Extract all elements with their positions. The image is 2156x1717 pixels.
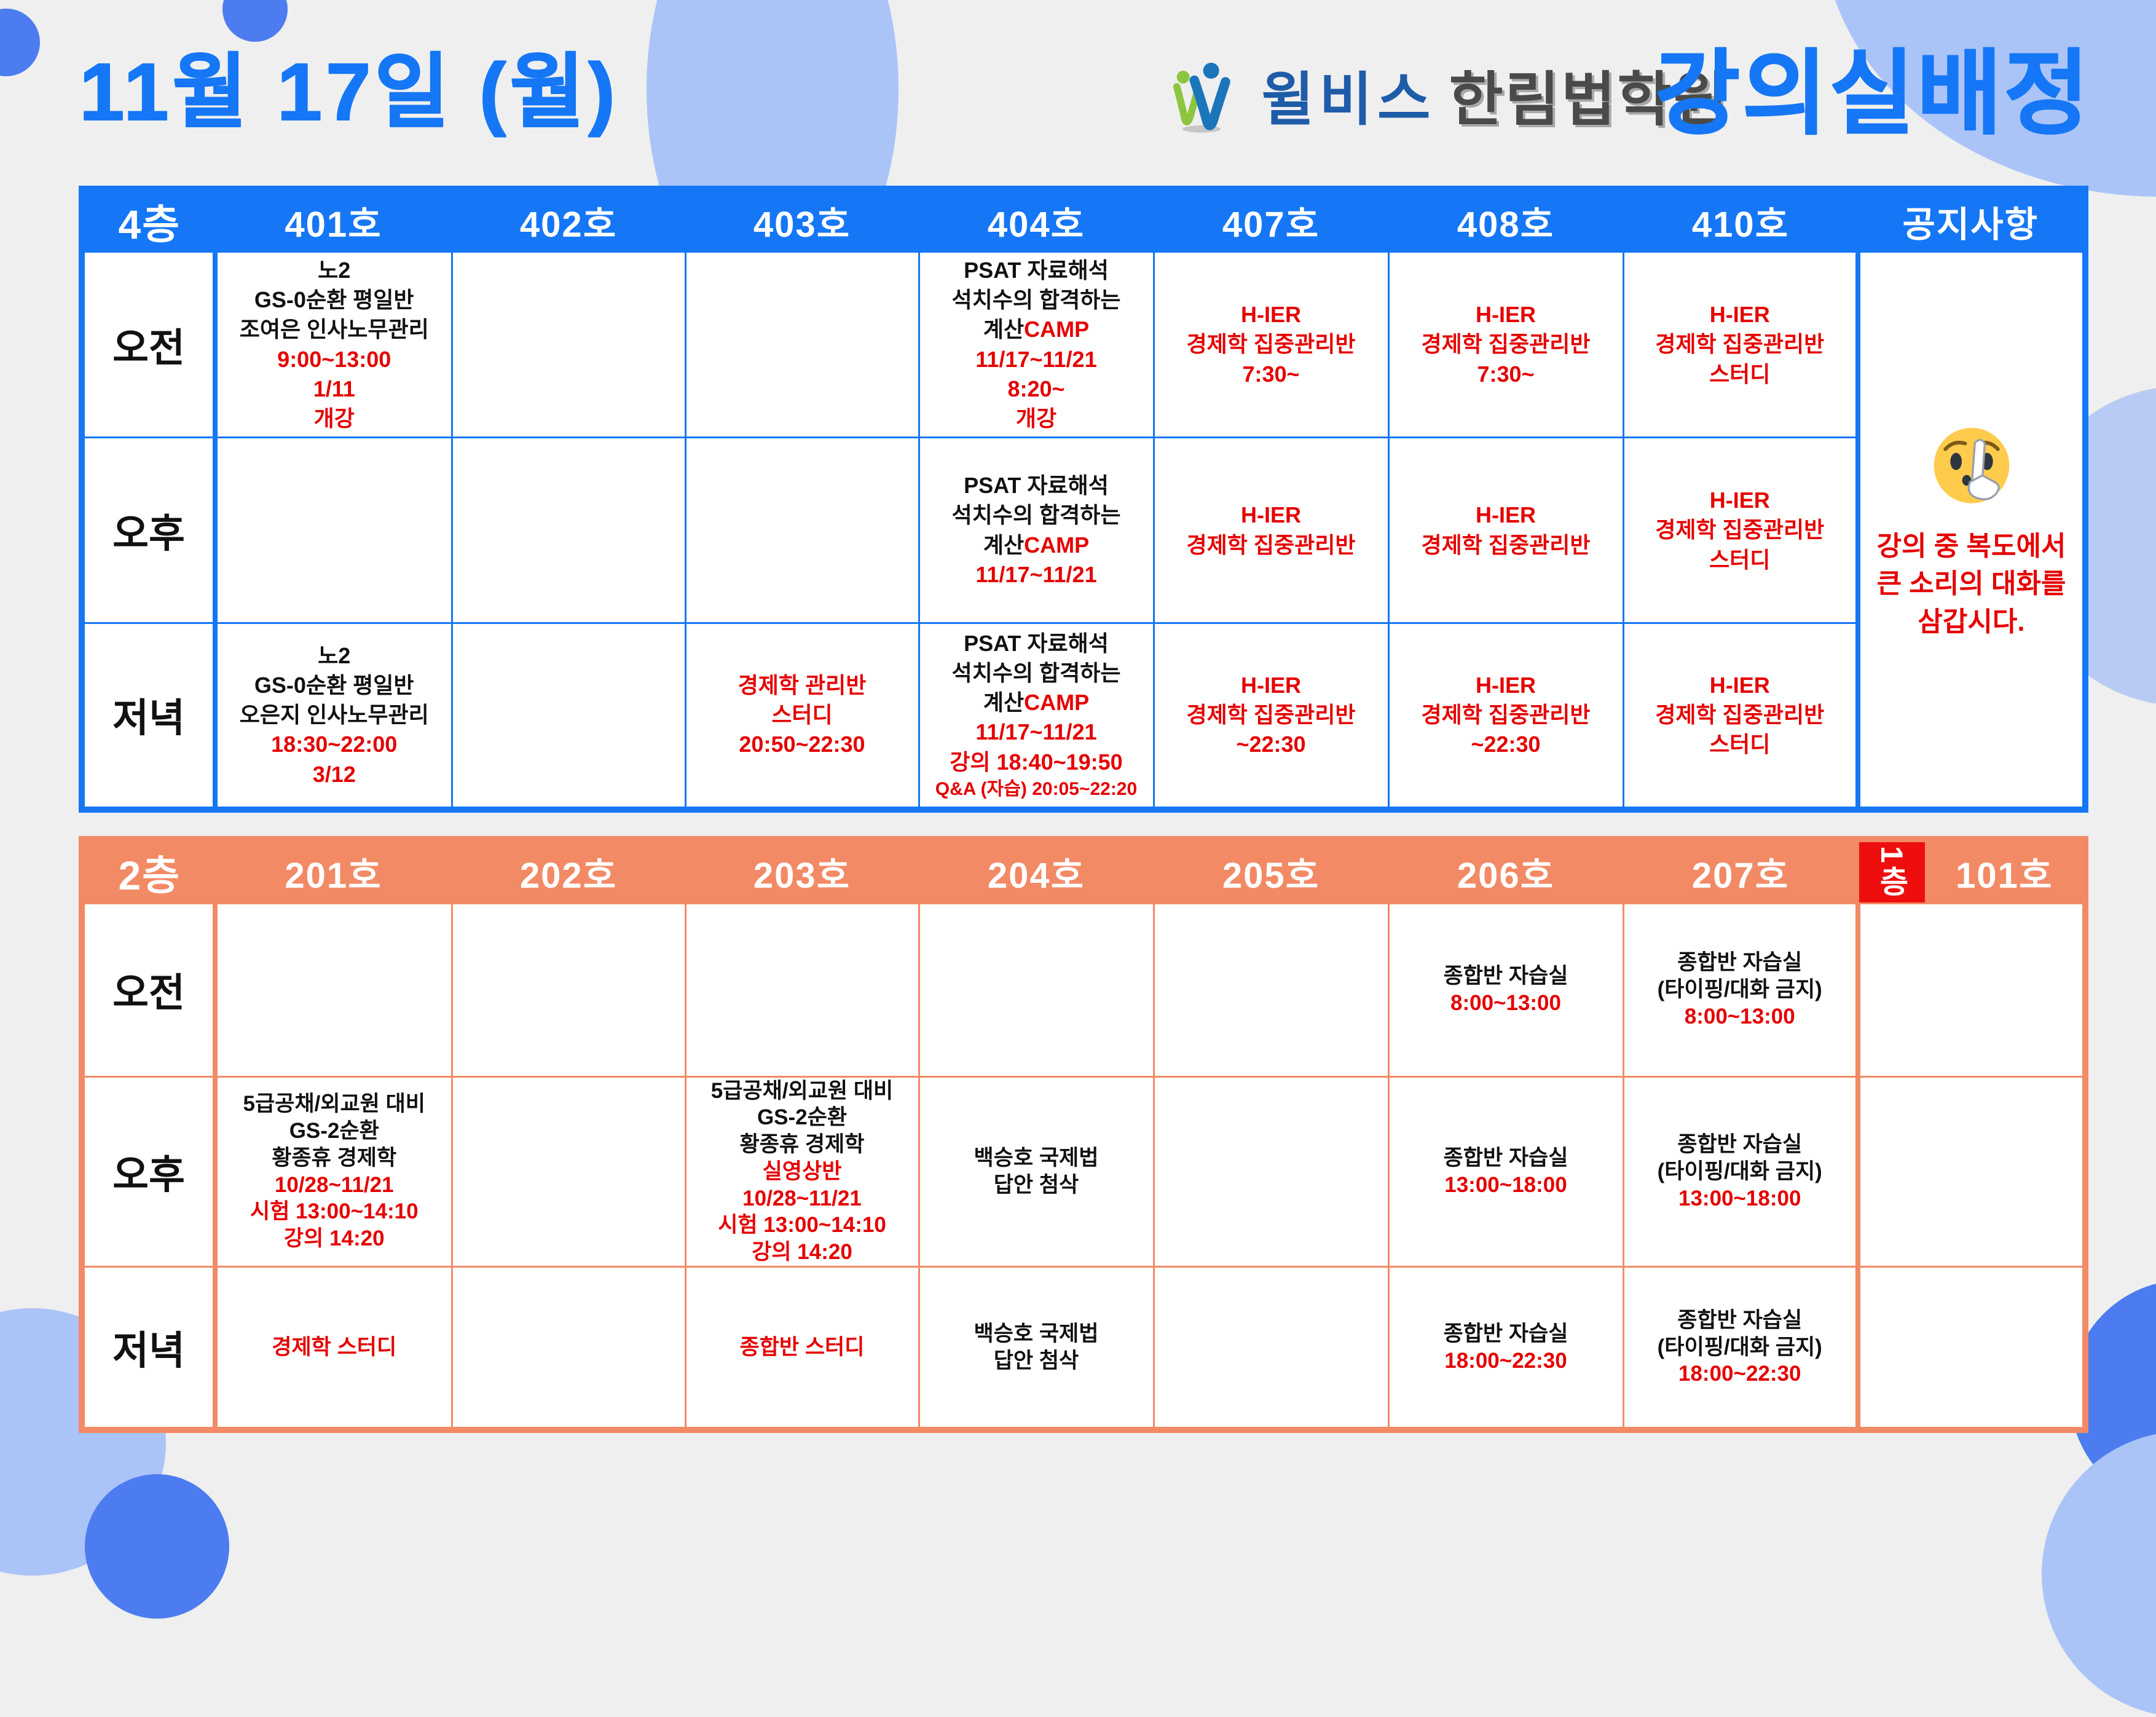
room-header-203: 203호: [684, 838, 920, 904]
room-header-410: 410호: [1622, 187, 1859, 253]
cell-204-pm: 백승호 국제법 답안 첨삭: [918, 1075, 1155, 1268]
academy-logo-icon: [1155, 55, 1248, 135]
cell-410-eve: H-IER 경제학 집중관리반 스터디: [1622, 622, 1859, 810]
room-header-206: 206호: [1387, 838, 1624, 904]
cell-410-am: H-IER 경제학 집중관리반 스터디: [1622, 251, 1859, 438]
room-header-402: 402호: [450, 187, 687, 253]
cell-206-eve: 종합반 자습실 18:00~22:30: [1387, 1265, 1624, 1431]
floor1-badge: 1층: [1857, 838, 1927, 904]
cell-101-eve: [1855, 1265, 2087, 1431]
cell-402-eve: [450, 622, 687, 810]
time-label-2f-eve: 저녁: [81, 1265, 218, 1431]
page-title: 강의실배정: [1654, 41, 2091, 144]
room-header-101: 101호: [1924, 838, 2087, 904]
cell-205-pm: [1152, 1075, 1390, 1268]
cell-205-am: [1152, 902, 1390, 1078]
notice-line: 삼갑시다.: [1918, 607, 2025, 637]
cell-101-pm: [1855, 1075, 2087, 1268]
notice-line: 강의 중 복도에서: [1876, 531, 2066, 561]
room-header-408: 408호: [1387, 187, 1624, 253]
cell-408-am: H-IER 경제학 집중관리반 7:30~: [1387, 251, 1624, 438]
floor2-label: 2층: [81, 838, 216, 904]
cell-404-eve: PSAT 자료해석 석치수의 합격하는 계산CAMP 11/17~11/21 강의 18…: [918, 622, 1155, 810]
floor2-schedule-table: 2층 201호 202호 203호 204호 205호 206호 207호 1층…: [79, 836, 2088, 1434]
cell-401-pm: [214, 436, 453, 624]
notice-header: 공지사항: [1857, 187, 2087, 253]
floor4-label: 4층: [81, 187, 216, 253]
cell-202-eve: [450, 1265, 687, 1431]
cell-402-pm: [450, 436, 687, 624]
room-header-201: 201호: [214, 838, 453, 904]
cell-404-am: PSAT 자료해석 석치수의 합격하는 계산CAMP 11/17~11/21 8:20~…: [918, 251, 1155, 438]
cell-204-eve: 백승호 국제법 답안 첨삭: [918, 1265, 1155, 1431]
cell-408-pm: H-IER 경제학 집중관리반: [1387, 436, 1624, 624]
cell-403-pm: [684, 436, 920, 624]
cell-207-pm: 종합반 자습실 (타이핑/대화 금지) 13:00~18:00: [1622, 1075, 1859, 1268]
cell-203-eve: 종합반 스터디: [684, 1265, 920, 1431]
date-title: 11월 17일 (월): [79, 46, 618, 136]
cell-407-eve: H-IER 경제학 집중관리반 ~22:30: [1152, 622, 1390, 810]
decor-circle-top-left: [0, 9, 40, 76]
cell-101-am: [1855, 902, 2087, 1078]
decor-circle-bottom-left-small: [85, 1474, 229, 1619]
room-header-204: 204호: [918, 838, 1155, 904]
time-label-4f-eve: 저녁: [81, 622, 218, 810]
room-header-407: 407호: [1152, 187, 1390, 253]
cell-202-pm: [450, 1075, 687, 1268]
time-label-4f-pm: 오후: [81, 436, 218, 624]
floor4-schedule-table: 4층 401호 402호 403호 404호 407호 408호 410호 공지…: [79, 186, 2088, 813]
cell-402-am: [450, 251, 687, 438]
cell-201-eve: 경제학 스터디: [214, 1265, 453, 1431]
cell-201-pm: 5급공채/외교원 대비 GS-2순환 황종휴 경제학 10/28~11/21 시험 13…: [214, 1075, 453, 1268]
shushing-face-emoji-icon: [1922, 418, 2021, 516]
cell-404-pm: PSAT 자료해석 석치수의 합격하는 계산CAMP 11/17~11/21: [918, 436, 1155, 624]
time-label-4f-am: 오전: [81, 251, 218, 438]
cell-206-pm: 종합반 자습실 13:00~18:00: [1387, 1075, 1624, 1268]
room-header-205: 205호: [1152, 838, 1390, 904]
cell-203-am: [684, 902, 920, 1078]
logo-academy-name: 한림법학원: [1449, 67, 1730, 133]
room-header-207: 207호: [1622, 838, 1859, 904]
cell-408-eve: H-IER 경제학 집중관리반 ~22:30: [1387, 622, 1624, 810]
notice-line: 큰 소리의 대화를: [1876, 569, 2066, 599]
room-header-403: 403호: [684, 187, 920, 253]
logo-brand-text: 윌비스: [1261, 66, 1436, 132]
cell-203-pm: 5급공채/외교원 대비 GS-2순환 황종휴 경제학 실영상반 10/28~11/21 시…: [684, 1075, 920, 1268]
cell-407-pm: H-IER 경제학 집중관리반: [1152, 436, 1390, 624]
cell-207-eve: 종합반 자습실 (타이핑/대화 금지) 18:00~22:30: [1622, 1265, 1859, 1431]
room-header-404: 404호: [918, 187, 1155, 253]
cell-204-am: [918, 902, 1155, 1078]
cell-401-eve: 노2 GS-0순환 평일반 오은지 인사노무관리 18:30~22:00 3/12: [214, 622, 453, 810]
cell-202-am: [450, 902, 687, 1078]
decor-circle-bottom-right-corner: [2042, 1431, 2156, 1717]
academy-logo: 윌비스 한림법학원: [1155, 52, 1729, 137]
time-label-2f-pm: 오후: [81, 1075, 218, 1268]
time-label-2f-am: 오전: [81, 902, 218, 1078]
room-header-202: 202호: [450, 838, 687, 904]
cell-206-am: 종합반 자습실 8:00~13:00: [1387, 902, 1624, 1078]
cell-401-am: 노2 GS-0순환 평일반 조여은 인사노무관리 9:00~13:00 1/11 개강: [214, 251, 453, 438]
cell-403-eve: 경제학 관리반 스터디 20:50~22:30: [684, 622, 920, 810]
cell-201-am: [214, 902, 453, 1078]
cell-207-am: 종합반 자습실 (타이핑/대화 금지) 8:00~13:00: [1622, 902, 1859, 1078]
cell-205-eve: [1152, 1265, 1390, 1431]
room-header-401: 401호: [214, 187, 453, 253]
cell-407-am: H-IER 경제학 집중관리반 7:30~: [1152, 251, 1390, 438]
cell-403-am: [684, 251, 920, 438]
cell-410-pm: H-IER 경제학 집중관리반 스터디: [1622, 436, 1859, 624]
notice-cell: 강의 중 복도에서 큰 소리의 대화를 삼갑시다.: [1855, 251, 2087, 810]
